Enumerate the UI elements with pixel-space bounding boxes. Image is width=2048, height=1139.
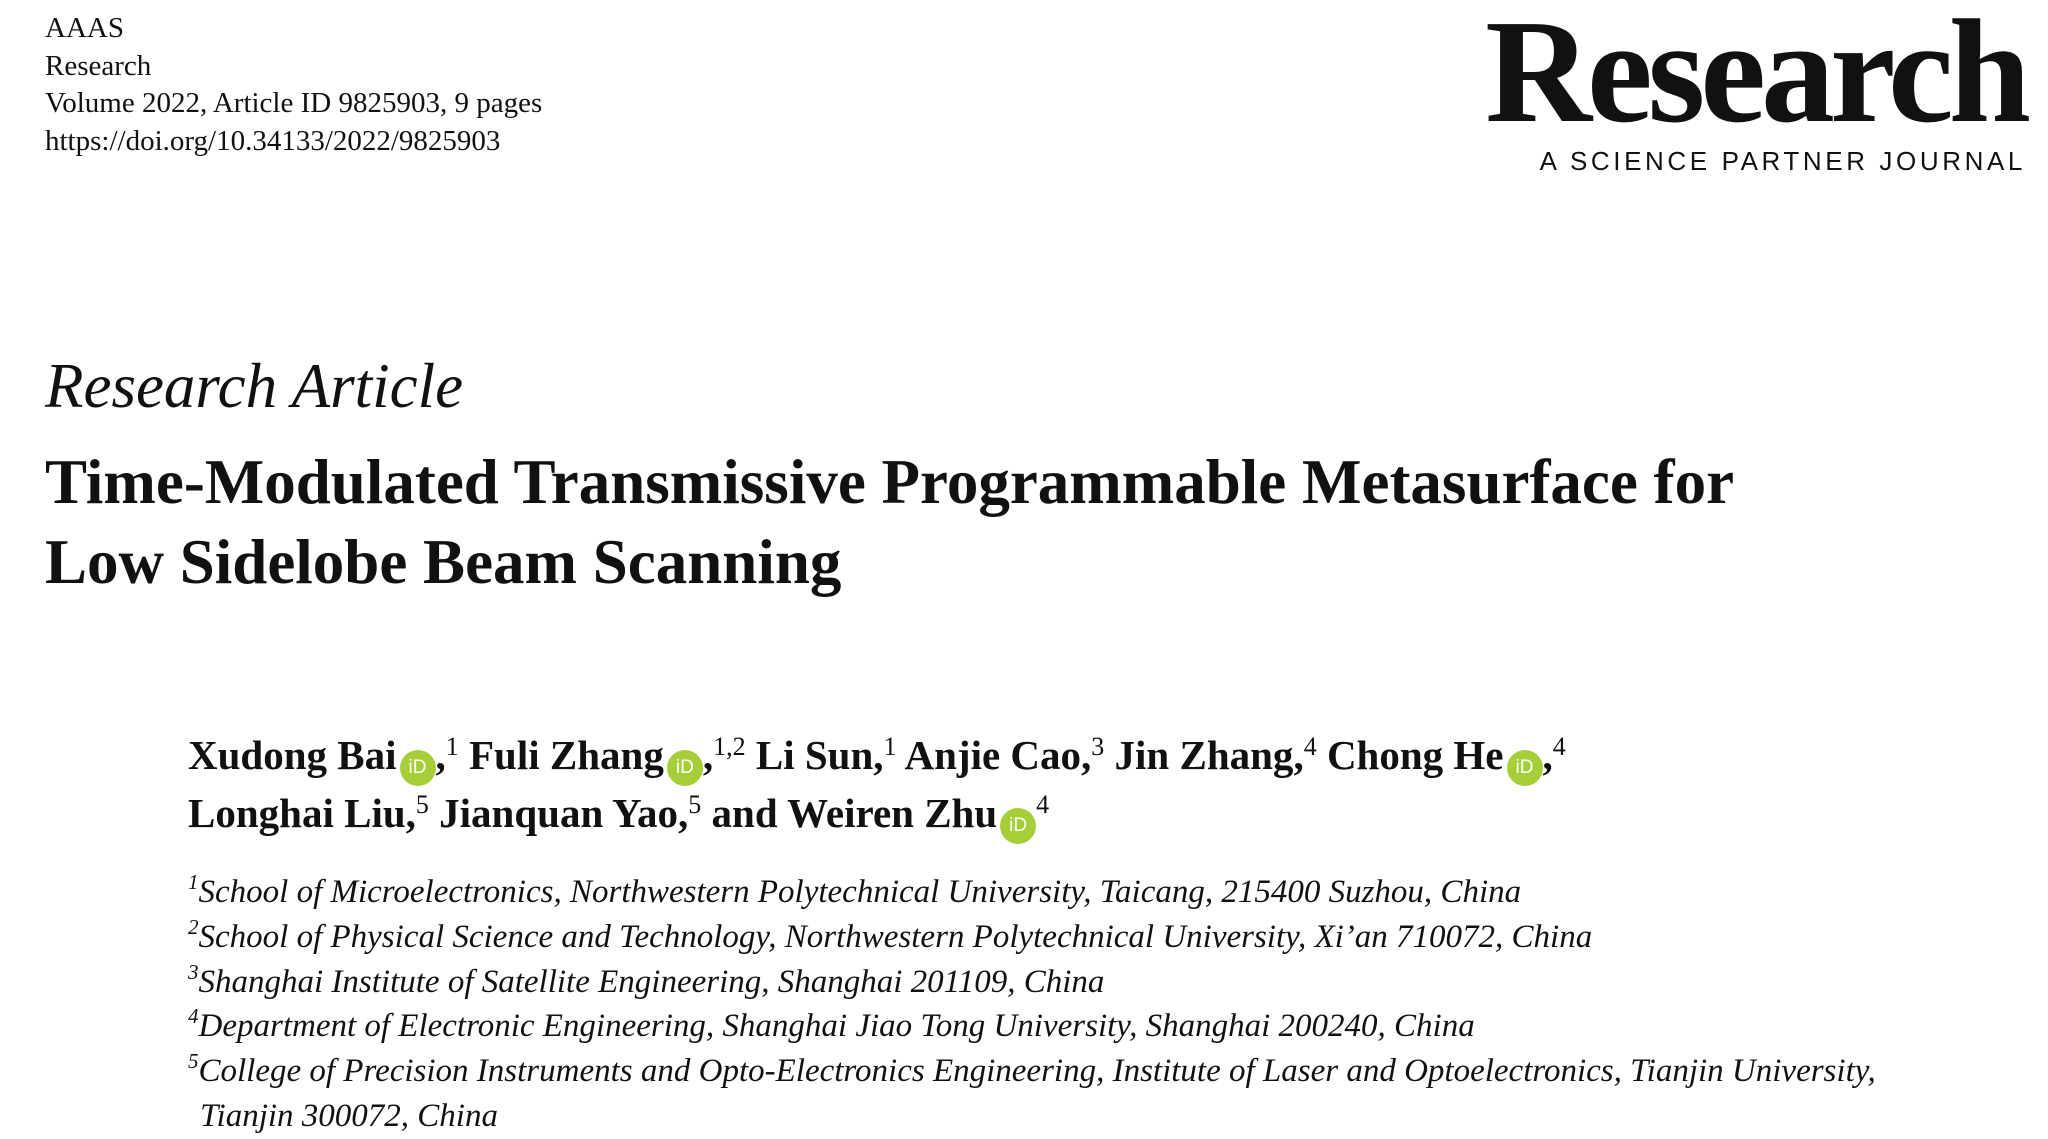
- affiliation: 3Shanghai Institute of Satellite Enginee…: [188, 960, 2018, 1005]
- author-name: Xudong Bai: [188, 732, 397, 778]
- article-type: Research Article: [45, 351, 464, 421]
- affiliation-ref: 4: [1036, 790, 1050, 819]
- affiliation-ref: 1,2: [713, 732, 746, 761]
- author-list: Xudong Bai iD ,1 Fuli Zhang iD ,1,2 Li Sun,1…: [188, 728, 2008, 844]
- orcid-icon[interactable]: iD: [399, 750, 436, 786]
- author-separator: ,: [1081, 732, 1092, 778]
- article-meta: AAAS Research Volume 2022, Article ID 98…: [45, 10, 542, 160]
- affiliation-list: 1School of Microelectronics, Northwester…: [188, 870, 2018, 1139]
- affiliation: 2School of Physical Science and Technolo…: [188, 915, 2018, 960]
- doi-link[interactable]: https://doi.org/10.34133/2022/9825903: [45, 124, 501, 157]
- author-name: and Weiren Zhu: [711, 790, 998, 836]
- author-name: Jin Zhang: [1114, 732, 1294, 778]
- affiliation-text: School of Microelectronics, Northwestern…: [198, 874, 1522, 910]
- affiliation-ref: 5: [688, 790, 702, 819]
- journal-logo: Research A SCIENCE PARTNER JOURNAL: [1485, 0, 2031, 177]
- author[interactable]: Chong He iD ,4: [1326, 732, 1566, 786]
- author[interactable]: Xudong Bai iD ,1: [188, 732, 459, 786]
- affiliation-ref: 1: [883, 732, 897, 761]
- author[interactable]: Anjie Cao,3: [905, 732, 1105, 778]
- author-separator: ,: [702, 732, 714, 778]
- title-line: Time-Modulated Transmissive Programmable…: [45, 447, 1735, 517]
- orcid-icon[interactable]: iD: [1506, 750, 1543, 786]
- article-title: Time-Modulated Transmissive Programmable…: [45, 442, 2025, 602]
- affiliation-ref: 4: [1552, 732, 1566, 761]
- author-name: Fuli Zhang: [469, 732, 664, 778]
- affiliation-ref: 5: [415, 790, 429, 819]
- affiliation: 1School of Microelectronics, Northwester…: [188, 870, 2018, 915]
- author-name: Longhai Liu: [188, 790, 406, 836]
- author[interactable]: Longhai Liu,5: [188, 790, 429, 836]
- author-name: Anjie Cao: [904, 732, 1082, 778]
- journal-name: Research: [45, 49, 152, 82]
- author-separator: ,: [1293, 732, 1304, 778]
- author-name: Li Sun: [755, 732, 874, 778]
- author-name: Jianquan Yao: [439, 790, 679, 836]
- affiliation-text: Shanghai Institute of Satellite Engineer…: [198, 963, 1105, 1000]
- volume-line: Volume 2022, Article ID 9825903, 9 pages: [45, 87, 543, 119]
- author[interactable]: Li Sun,1: [756, 732, 897, 778]
- affiliation-text: Department of Electronic Engineering, Sh…: [198, 1008, 1475, 1045]
- orcid-icon[interactable]: iD: [1000, 808, 1037, 844]
- affiliation: 4Department of Electronic Engineering, S…: [188, 1004, 2018, 1049]
- affiliation-text: School of Physical Science and Technolog…: [198, 918, 1593, 955]
- author[interactable]: Jin Zhang,4: [1115, 732, 1317, 778]
- affiliation-ref: 1: [445, 732, 459, 761]
- publisher: AAAS: [45, 12, 124, 44]
- author-separator: ,: [405, 790, 416, 836]
- title-line: Low Sidelobe Beam Scanning: [45, 527, 842, 597]
- affiliation-text-continued: Tianjin 300072, China: [200, 1097, 498, 1134]
- author-separator: ,: [435, 732, 446, 778]
- author-separator: ,: [1542, 732, 1553, 778]
- affiliation-text: College of Precision Instruments and Opt…: [198, 1053, 1876, 1090]
- affiliation-number: 2: [188, 914, 199, 939]
- author[interactable]: Jianquan Yao,5: [439, 790, 701, 836]
- author-separator: ,: [678, 790, 689, 836]
- affiliation-ref: 4: [1303, 732, 1317, 761]
- affiliation-number: 1: [188, 870, 199, 894]
- orcid-icon[interactable]: iD: [666, 750, 703, 786]
- affiliation-number: 5: [188, 1049, 199, 1074]
- affiliation-ref: 3: [1091, 732, 1105, 761]
- author[interactable]: and Weiren Zhu iD4: [711, 790, 1050, 844]
- affiliation-number: 3: [188, 959, 199, 984]
- author-separator: ,: [873, 732, 884, 778]
- author-name: Chong He: [1326, 732, 1504, 778]
- logo-tagline: A SCIENCE PARTNER JOURNAL: [1539, 146, 2026, 176]
- affiliation-number: 4: [188, 1004, 199, 1029]
- affiliation: 5College of Precision Instruments and Op…: [188, 1049, 2018, 1094]
- logo-word: Research: [1485, 0, 2031, 154]
- author[interactable]: Fuli Zhang iD ,1,2: [469, 732, 746, 786]
